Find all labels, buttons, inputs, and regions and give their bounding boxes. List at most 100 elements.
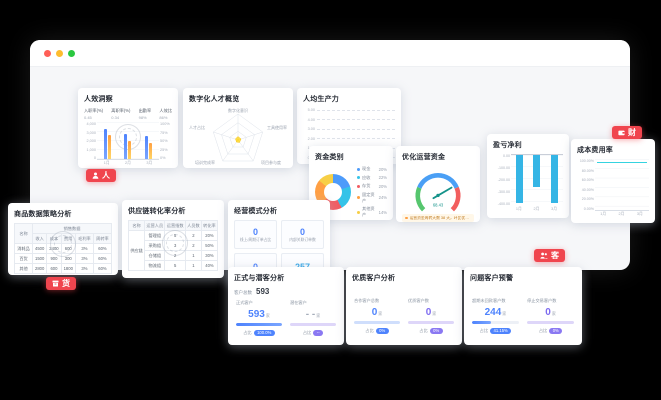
table-row: 供应链 管理组 5 2 20% bbox=[127, 230, 219, 271]
metric-value: 86% bbox=[159, 115, 168, 120]
badge-goods[interactable]: 货 bbox=[46, 277, 76, 290]
column-header: 毛利率 bbox=[74, 233, 94, 244]
card-title: 问题客户预警 bbox=[470, 275, 514, 282]
y-tick: 2.00 bbox=[307, 136, 315, 141]
card-profit-loss: 盈亏净利 0.00 -100.00 -200.00 -300.00 -400.00 1月… bbox=[487, 134, 569, 218]
x-axis: 1月 2月 3月 bbox=[103, 161, 153, 165]
y-axis-right: 100% 75% 50% 25% 0% bbox=[160, 122, 170, 160]
progress-bar bbox=[236, 323, 282, 326]
card-title: 人均生产力 bbox=[303, 96, 339, 103]
ratio-badge: 0% bbox=[375, 327, 389, 334]
card-title: 资金类别 bbox=[315, 154, 344, 161]
stat-unit: 家 bbox=[316, 313, 321, 318]
stat-value: - - bbox=[305, 309, 316, 320]
stat-label: 内部关联订单数 bbox=[289, 237, 316, 242]
customer-stat: 潜在客户 - -家 占比 -- bbox=[290, 300, 336, 336]
gridline bbox=[317, 119, 395, 121]
gridline bbox=[317, 138, 395, 140]
card-title: 经营模式分析 bbox=[234, 208, 278, 215]
stat-value: 244 bbox=[484, 307, 502, 318]
ratio-badge: 0% bbox=[429, 327, 443, 334]
stat-label: 正式客户 bbox=[236, 300, 253, 305]
stat-value: 593 bbox=[248, 309, 265, 320]
zoom-button[interactable] bbox=[68, 49, 75, 57]
progress-bar bbox=[354, 321, 400, 324]
column-header: 运营人员 bbox=[144, 220, 166, 231]
card-formal-vs-potential: 正式与潜客分析 客户总数 593 正式客户 593 家 占比 100.0% 潜在客户… bbox=[228, 267, 344, 345]
table-row: 物流组 5 1 40% bbox=[129, 260, 219, 271]
bar bbox=[533, 155, 541, 187]
radar-web bbox=[213, 113, 263, 162]
summary-row: 客户总数 593 bbox=[234, 287, 338, 296]
badge-people[interactable]: 人 bbox=[86, 169, 116, 182]
radar-axis-label: 工具使用率 bbox=[267, 125, 287, 130]
stat-unit: 家 bbox=[432, 311, 437, 316]
table-row: 百货 1500 900 300 3% 60% bbox=[13, 253, 113, 264]
stat-label: 停止交易客户数 bbox=[527, 298, 557, 303]
gridline bbox=[317, 128, 395, 130]
legend-swatch bbox=[357, 184, 360, 188]
column-header: 运营指数 bbox=[164, 220, 186, 231]
legend-swatch bbox=[357, 176, 360, 179]
legend-item: 其他资产 14% bbox=[357, 206, 387, 218]
column-header: 转化率 bbox=[200, 220, 219, 231]
stat-value: 0 bbox=[252, 226, 258, 237]
ratio-label: 占比 bbox=[365, 327, 374, 333]
stat-unit: 家 bbox=[502, 311, 507, 316]
card-goods-strategy-table: 商品数据策略分析 名称 销售数据 收入 成本 费用 毛利率 周转率 消耗品 450… bbox=[8, 203, 118, 275]
bar-series bbox=[511, 155, 563, 206]
bar-group bbox=[145, 136, 153, 159]
card-digital-talent-radar: 数字化人才概览 数字化意识 工具使用率 项目参与度 培训完成率 bbox=[183, 88, 293, 168]
radar-axis-label: 人才占比 bbox=[189, 125, 205, 130]
badge-customer[interactable]: 客 bbox=[534, 249, 565, 262]
ratio-label: 占比 bbox=[243, 329, 252, 335]
card-title: 供应链转化率分析 bbox=[128, 208, 186, 215]
plot-area bbox=[595, 159, 649, 211]
radar-data-point bbox=[236, 138, 240, 142]
legend-swatch bbox=[357, 167, 360, 171]
stat-unit: 家 bbox=[265, 313, 270, 318]
box-icon bbox=[52, 280, 59, 287]
customer-stat: 正式客户 593 家 占比 100.0% bbox=[236, 300, 282, 336]
y-axis-left: 4,000 3,000 2,000 1,000 0 bbox=[86, 122, 96, 160]
bar bbox=[550, 155, 558, 203]
ratio-badge: -- bbox=[313, 329, 324, 336]
legend-item: 现金 20% bbox=[357, 166, 387, 172]
card-cost-expense-rate: 成本费用率 100.00% 80.00% 60.00% 40.00% 20.00% 0.0… bbox=[571, 139, 655, 223]
bar-series bbox=[97, 122, 159, 159]
gauge-annotation: 运营资金周转天数 38 天，环比优化 6% bbox=[402, 214, 474, 222]
gauge-chart: 68.43 bbox=[415, 173, 461, 212]
radar-axis-label: 项目参与度 bbox=[261, 160, 281, 165]
x-axis: 1月 2月 3月 bbox=[600, 212, 643, 216]
bar-group bbox=[103, 129, 111, 159]
legend-item: 应收 22% bbox=[357, 175, 387, 181]
ratio-badge: 100.0% bbox=[253, 329, 275, 336]
close-button[interactable] bbox=[44, 49, 51, 57]
column-group-header: 销售数据 bbox=[32, 223, 112, 234]
stat-unit: 家 bbox=[551, 311, 556, 316]
column-header: 名称 bbox=[127, 220, 146, 231]
legend-swatch bbox=[357, 210, 360, 214]
stat-tile: 0 内部关联订单数 bbox=[281, 220, 324, 249]
card-title: 成本费用率 bbox=[577, 147, 613, 154]
column-header: 名称 bbox=[13, 223, 34, 244]
progress-bar bbox=[290, 323, 336, 326]
summary-label: 客户总数 bbox=[234, 290, 252, 295]
minimize-button[interactable] bbox=[56, 49, 63, 57]
stat-value: 0 bbox=[545, 307, 551, 318]
column-header: 收入 bbox=[32, 233, 48, 244]
ratio-label: 占比 bbox=[538, 327, 548, 333]
metric: 出勤率 98% bbox=[139, 108, 152, 120]
ratio-label: 占比 bbox=[419, 327, 428, 333]
table-row: 其他 2800 600 1800 3% 60% bbox=[13, 263, 113, 274]
ratio-badge: 0% bbox=[549, 327, 563, 334]
badge-label: 财 bbox=[628, 127, 636, 137]
badge-finance[interactable]: 财 bbox=[612, 126, 642, 139]
wallet-icon bbox=[618, 130, 625, 136]
metric-label: 人效比 bbox=[159, 108, 172, 113]
y-axis: 100.00% 80.00% 60.00% 40.00% 20.00% 0.00% bbox=[579, 159, 594, 211]
